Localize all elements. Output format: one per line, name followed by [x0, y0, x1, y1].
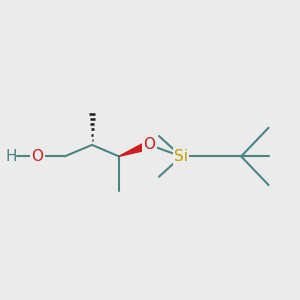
Text: Si: Si — [174, 149, 188, 164]
Text: O: O — [143, 137, 155, 152]
Text: H: H — [5, 149, 17, 164]
Text: O: O — [31, 149, 43, 164]
Polygon shape — [119, 141, 151, 156]
